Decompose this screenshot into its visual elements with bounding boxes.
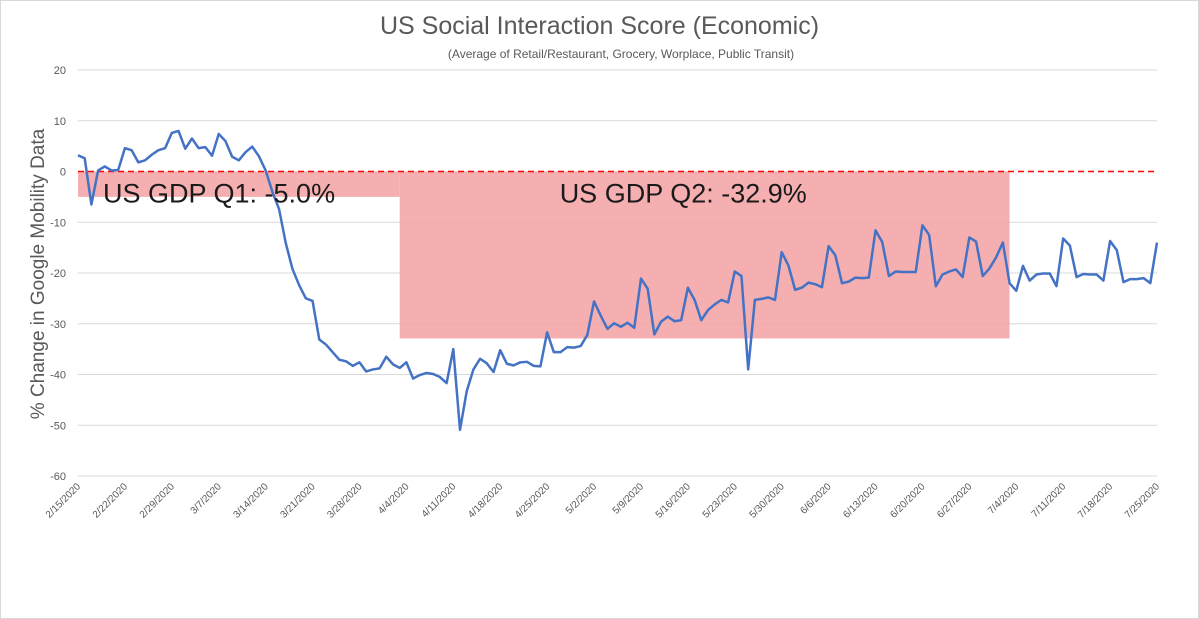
gdp-band: [399, 171, 1010, 339]
x-tick-label: 4/25/2020: [513, 481, 553, 521]
y-tick-label: 0: [60, 167, 66, 179]
x-tick-label: 7/25/2020: [1123, 481, 1163, 521]
gdp-band-label: US GDP Q2: -32.9%: [560, 179, 807, 209]
y-tick-label: -60: [50, 471, 66, 483]
y-tick-label: -30: [50, 319, 66, 331]
y-tick-label: -20: [50, 268, 66, 280]
x-tick-label: 5/30/2020: [748, 481, 788, 521]
gdp-bands: [78, 171, 1010, 339]
x-tick-label: 3/7/2020: [189, 481, 225, 517]
x-tick-label: 3/14/2020: [232, 481, 272, 521]
x-tick-label: 7/18/2020: [1076, 481, 1116, 521]
y-axis-label: % Change in Google Mobility Data: [28, 128, 49, 419]
y-tick-label: -10: [50, 217, 66, 229]
x-tick-label: 5/9/2020: [611, 481, 647, 517]
gdp-band-label: US GDP Q1: -5.0%: [103, 179, 335, 209]
x-tick-label: 3/21/2020: [278, 481, 318, 521]
series-lines: [77, 129, 1159, 432]
x-tick-label: 2/29/2020: [138, 481, 178, 521]
x-tick-label: 4/4/2020: [376, 481, 412, 517]
x-tick-label: 4/18/2020: [466, 481, 506, 521]
x-tick-label: 5/23/2020: [701, 481, 741, 521]
x-tick-label: 6/20/2020: [888, 481, 928, 521]
x-tick-label: 6/27/2020: [935, 481, 975, 521]
x-tick-label: 5/2/2020: [564, 481, 600, 517]
series-line: [77, 129, 1159, 432]
gdp-band: [78, 171, 400, 197]
x-tick-label: 6/6/2020: [798, 481, 834, 517]
x-tick-label: 2/22/2020: [91, 481, 131, 521]
x-tick-label: 7/4/2020: [986, 481, 1022, 517]
chart-subtitle: (Average of Retail/Restaurant, Grocery, …: [447, 47, 795, 61]
x-tick-label: 4/11/2020: [420, 481, 459, 520]
x-axis-ticks: 2/15/2020 2/22/2020 2/29/2020 3/7/2020 3/14/…: [44, 481, 1163, 521]
y-axis-ticks: 20 10 0 -10 -20 -30 -40 -50 -60: [50, 65, 66, 483]
y-tick-label: -50: [50, 420, 66, 432]
x-tick-label: 3/28/2020: [325, 481, 365, 521]
x-tick-label: 2/15/2020: [44, 481, 84, 521]
y-tick-label: 10: [54, 116, 66, 128]
x-tick-label: 6/13/2020: [841, 481, 881, 521]
x-tick-label: 5/16/2020: [654, 481, 694, 521]
gdp-band-labels: US GDP Q1: -5.0% US GDP Q2: -32.9%: [103, 179, 807, 209]
chart-title: US Social Interaction Score (Economic): [379, 12, 820, 40]
x-tick-label: 7/11/2020: [1030, 481, 1069, 520]
y-tick-label: 20: [54, 65, 66, 77]
y-tick-label: -40: [50, 370, 66, 382]
